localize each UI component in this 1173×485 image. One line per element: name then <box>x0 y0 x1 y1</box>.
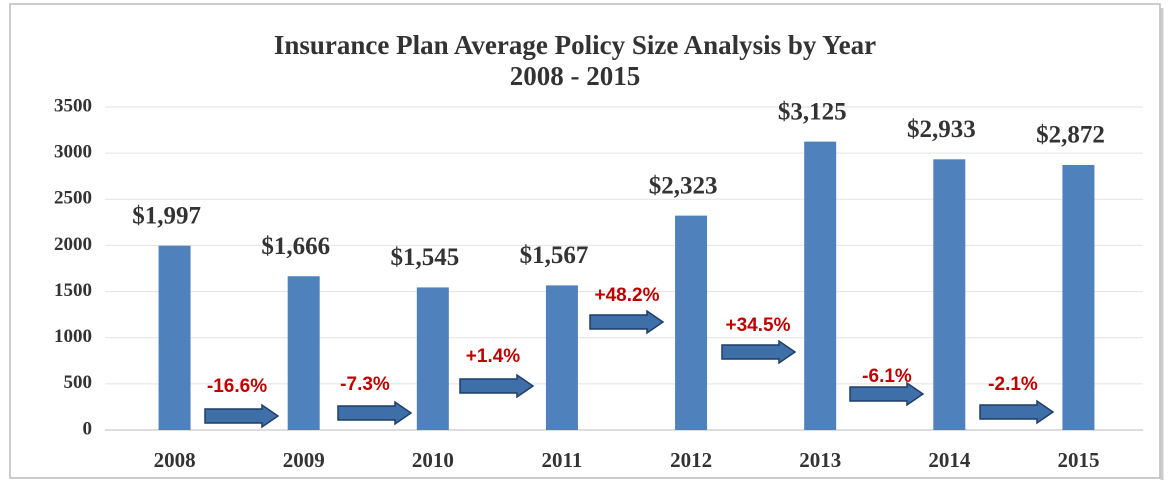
x-tick-label: 2015 <box>1057 448 1099 472</box>
annotation: +48.2% <box>595 285 660 306</box>
arrow <box>721 339 797 365</box>
bar <box>1062 164 1095 430</box>
arrow <box>979 399 1055 425</box>
annotation: -6.1% <box>862 366 912 387</box>
value-label: $1,997 <box>132 202 201 229</box>
value-label: $2,933 <box>907 116 976 143</box>
value-label: $2,323 <box>649 172 718 199</box>
x-tick-label: 2012 <box>670 448 712 472</box>
x-tick-label: 2011 <box>542 448 583 472</box>
value-label: $1,567 <box>520 242 589 269</box>
annotation: -2.1% <box>988 374 1038 395</box>
x-tick-label: 2014 <box>928 448 971 472</box>
bar <box>933 159 966 431</box>
value-label: $1,666 <box>261 233 330 260</box>
x-tick-label: 2008 <box>154 448 196 472</box>
chart-subtitle: 2008 - 2015 <box>510 61 641 91</box>
bar <box>804 141 837 430</box>
y-tick-label: 0 <box>83 418 93 439</box>
bar <box>675 215 708 430</box>
arrow <box>849 381 925 407</box>
value-label: $1,545 <box>390 244 459 271</box>
chart-title: Insurance Plan Average Policy Size Analy… <box>274 30 876 60</box>
annotation: +1.4% <box>466 346 521 367</box>
bar <box>416 287 449 430</box>
bar <box>545 285 578 430</box>
y-tick-label: 2500 <box>54 188 92 209</box>
y-tick-label: 2000 <box>54 234 92 255</box>
value-label: $3,125 <box>778 98 847 125</box>
y-tick-label: 3000 <box>54 142 92 163</box>
x-tick-label: 2009 <box>283 448 325 472</box>
y-tick-label: 1500 <box>54 280 92 301</box>
x-tick-label: 2010 <box>412 448 454 472</box>
bar <box>287 276 320 430</box>
arrow <box>459 373 535 399</box>
x-tick-label: 2013 <box>799 448 841 472</box>
arrow <box>337 400 413 426</box>
y-tick-label: 1000 <box>54 326 92 347</box>
value-label: $2,872 <box>1036 122 1105 149</box>
y-tick-label: 3500 <box>54 95 92 116</box>
annotation: -16.6% <box>207 376 267 397</box>
arrow <box>589 309 665 335</box>
annotation: +34.5% <box>726 315 791 336</box>
arrow <box>204 403 280 429</box>
y-tick-label: 500 <box>64 372 93 393</box>
annotation: -7.3% <box>340 374 390 395</box>
bar <box>158 245 191 430</box>
chart-border <box>9 3 1161 479</box>
